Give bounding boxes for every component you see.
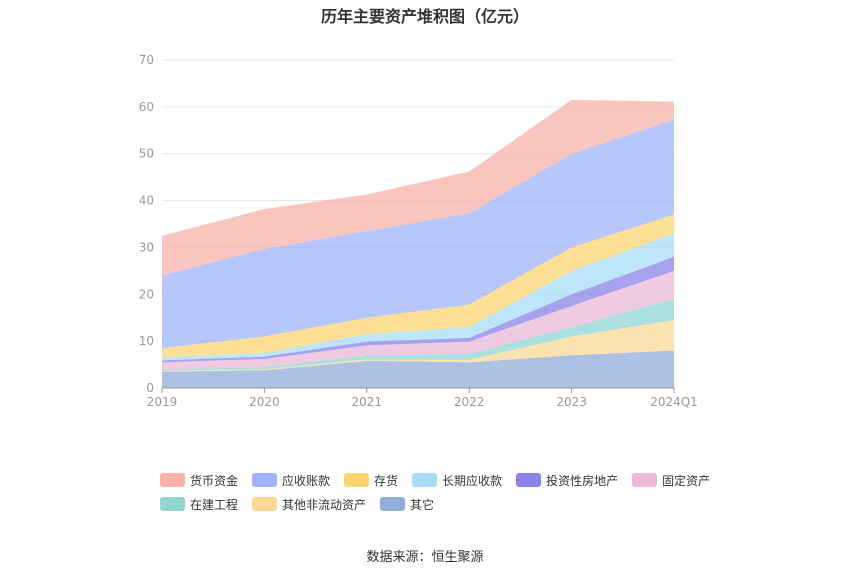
legend-swatch: [632, 473, 658, 487]
legend-swatch: [344, 473, 370, 487]
legend-swatch: [380, 497, 406, 511]
data-source: 数据来源：恒生聚源: [366, 550, 484, 565]
legend-label: 长期应收款: [442, 473, 503, 488]
area-series: [162, 214, 674, 358]
legend-swatch: [160, 497, 185, 511]
area-series: [162, 298, 674, 371]
area-series: [162, 270, 674, 370]
legend-label: 其他非流动资产: [282, 497, 367, 512]
legend-swatch: [516, 473, 542, 487]
legend-item[interactable]: 长期应收款: [412, 472, 502, 488]
area-series: [162, 256, 674, 363]
legend-label: 货币资金: [190, 473, 239, 488]
x-tick-label: 2023: [556, 395, 587, 409]
legend-label: 存货: [374, 473, 399, 488]
area-series: [162, 99, 674, 276]
legend-item[interactable]: 投资性房地产: [516, 472, 618, 488]
legend-swatch: [412, 473, 438, 487]
legend-swatch: [252, 473, 278, 487]
legend-item[interactable]: 在建工程: [160, 496, 238, 512]
legend-label: 投资性房地产: [546, 473, 619, 488]
area-layer: [162, 99, 674, 388]
area-series: [162, 233, 674, 361]
legend-swatch: [252, 497, 278, 511]
legend-item[interactable]: 存货: [344, 472, 398, 488]
chart-title: 历年主要资产堆积图（亿元）: [320, 7, 529, 26]
legend-item[interactable]: 固定资产: [632, 472, 710, 488]
y-tick-label: 60: [139, 100, 154, 114]
stacked-area-chart: 0 10 20 30 40 50 60 70 2019 2020 2021 2022 2023 2024Q…: [139, 53, 698, 409]
area-series: [162, 350, 674, 388]
legend-item[interactable]: 应收账款: [252, 472, 330, 488]
legend-label: 在建工程: [190, 497, 239, 512]
x-tick-label: 2021: [352, 395, 383, 409]
legend-label: 固定资产: [662, 473, 711, 488]
y-tick-label: 0: [146, 381, 154, 395]
y-tick-label: 70: [139, 53, 154, 67]
legend-item[interactable]: 其它: [380, 496, 434, 512]
x-tick-label: 2022: [454, 395, 485, 409]
y-tick-label: 10: [139, 334, 154, 348]
legend-swatch: [160, 473, 185, 487]
y-tick-label: 50: [139, 147, 154, 161]
x-tick-label: 2019: [147, 395, 178, 409]
legend-label: 应收账款: [282, 473, 331, 488]
x-tick-label: 2024Q1: [650, 395, 698, 409]
x-tick-label: 2020: [249, 395, 280, 409]
legend-item[interactable]: 货币资金: [160, 472, 238, 488]
legend-item[interactable]: 其他非流动资产: [252, 496, 366, 512]
y-tick-label: 20: [139, 287, 154, 301]
axes: 0 10 20 30 40 50 60 70 2019 2020 2021 2022 2023 2024Q…: [139, 53, 698, 409]
legend-label: 其它: [410, 497, 435, 512]
legend: 货币资金 应收账款 存货 长期应收款 投资性房地产 固定资产在建工程 其他非流动资产 其它: [160, 472, 720, 512]
y-tick-label: 40: [139, 194, 154, 208]
y-tick-label: 30: [139, 240, 154, 254]
area-series: [162, 320, 674, 372]
area-series: [162, 119, 674, 349]
